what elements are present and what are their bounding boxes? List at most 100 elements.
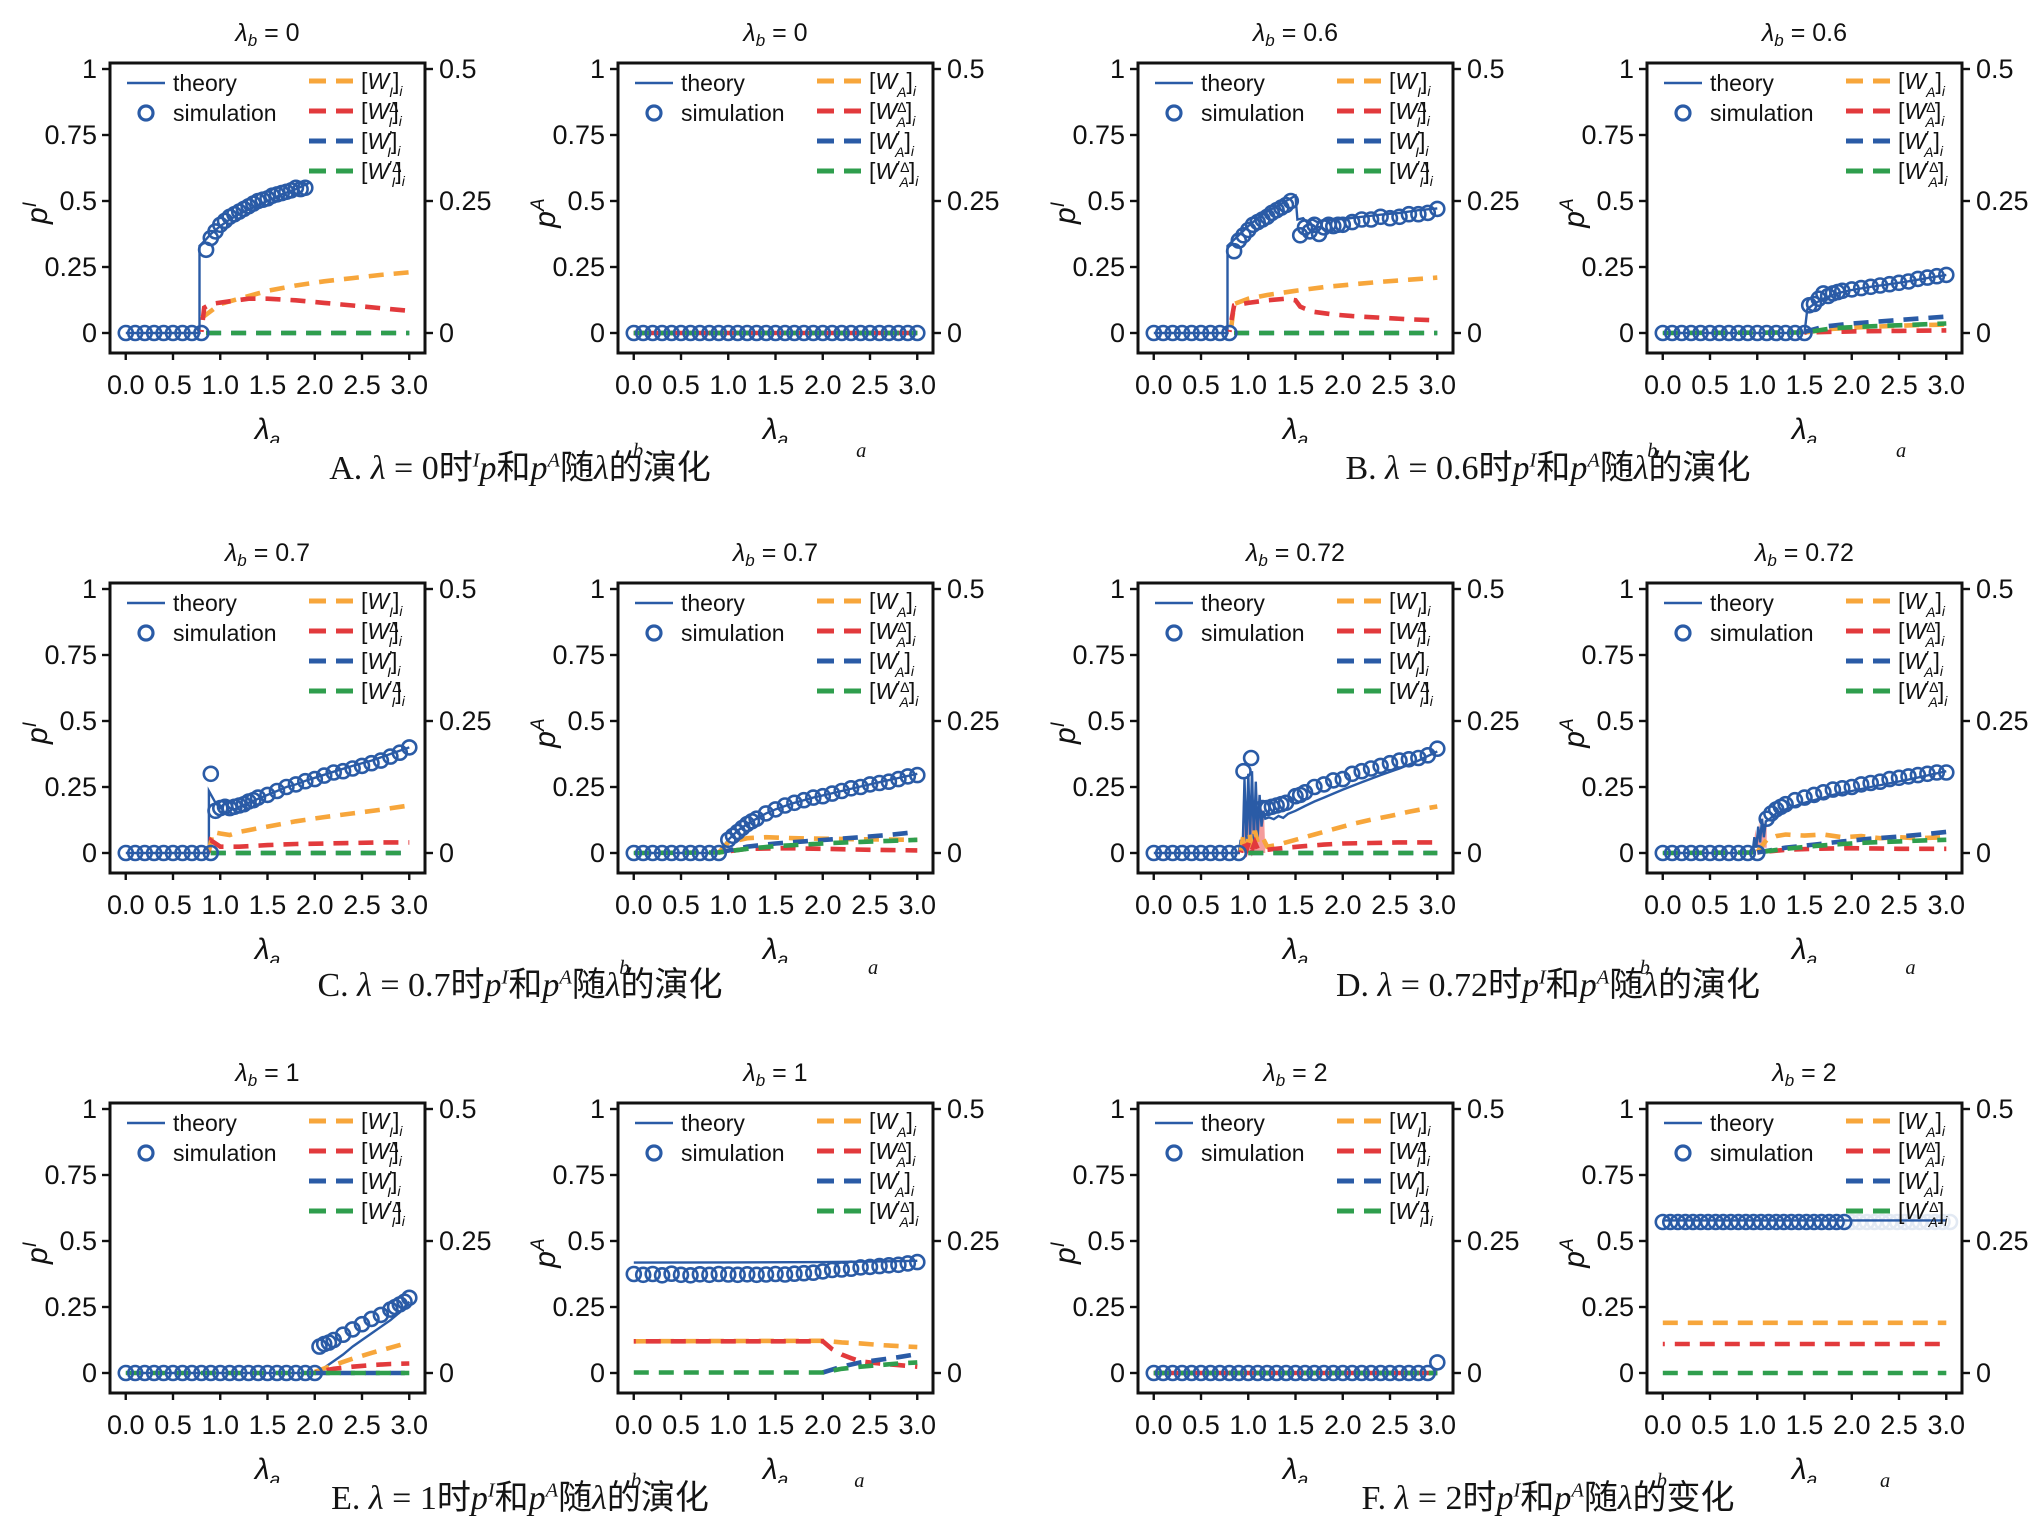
caption-fragment: 的演化 [1648,450,1751,487]
w-blue-line [1803,314,1947,335]
plot-svg: λb = 0.6 0.0 0.5 1.0 1.5 2.0 2.5 3.0 0 0.25 0.5 0.7… [1557,19,2029,443]
y-left-tick-label: 1 [590,574,605,604]
legend: theory simulation [WI]i[WΔ I]i[W′ I]i[W′Δ I]i [1155,68,1434,190]
w-orange-line [1228,275,1438,328]
caption-fragment: a [1895,440,1907,462]
caption-fragment: 和 [1545,967,1580,1004]
x-tick-label: 1.0 [201,1410,239,1440]
y-left-tick-label: 0.5 [567,186,605,216]
caption-fragment: 随 [558,1480,593,1517]
y-left-tick-label: 0.75 [44,1160,97,1190]
y-left-tick-label: 1 [590,54,605,84]
w-orange-line [206,803,410,853]
caption-fragment: A [1571,1479,1584,1502]
legend-simulation-label: simulation [1201,1140,1305,1166]
subplot-e-right: λb = 1 0.0 0.5 1.0 1.5 2.0 2.5 3.0 0 0.25 0.5 0.75 1… [523,1053,1028,1483]
plot-svg: λb = 2 0.0 0.5 1.0 1.5 2.0 2.5 3.0 0 0.25 0.5 0.75 1… [1048,1059,1520,1483]
w-orange-line [314,1340,410,1375]
x-tick-label: 0.5 [1691,370,1729,400]
y-right-tick-label: 0.5 [1467,54,1505,84]
subplot-c-right: λb = 0.7 0.0 0.5 1.0 1.5 2.0 2.5 3.0 0 0.25 0.5 0.7… [523,533,1028,963]
x-tick-label: 3.0 [898,370,936,400]
simulation-points-faint [1843,1213,1959,1231]
x-tick-label: 2.5 [343,890,381,920]
plot-title: λb = 0.6 [1760,19,1847,50]
x-tick-label: 0.5 [1182,370,1220,400]
legend-simulation-label: simulation [173,1140,277,1166]
caption-fragment: 和 [496,450,531,487]
x-axis-label: λa [1281,413,1308,443]
x-axis-label: λa [761,413,788,443]
y-left-tick-label: 0 [82,1358,97,1388]
legend-w-label: [W′Δ A]i [869,158,919,190]
y-left-tick-label: 0.75 [44,640,97,670]
y-axis-label: pA [1557,198,1591,228]
y-left-tick-label: 1 [1619,1094,1634,1124]
legend-theory-label: theory [681,1110,745,1136]
caption-fragment: λ [368,1480,384,1517]
plot-title: λb = 1 [233,1059,299,1090]
caption-fragment: A [1596,966,1610,989]
legend-simulation-label: simulation [681,620,785,646]
legend-w-label: [WΔ I]i [361,98,403,130]
legend-simulation-label: simulation [173,100,277,126]
x-axis-label: λa [1790,933,1817,963]
x-tick-label: 0.5 [154,890,192,920]
legend-w-label: [W′Δ I]i [361,158,406,190]
y-right-tick-label: 0 [439,838,454,868]
y-right-tick-label: 0.5 [947,54,985,84]
caption-fragment: 随 [1583,1480,1618,1517]
legend-w-label: [WI]i [361,588,403,620]
plot-title: λb = 1 [741,1059,807,1090]
legend: theory simulation [WA]i[WΔ A]i[W′ A]i[W′Δ A]i [635,68,919,190]
legend-simulation-label: simulation [173,620,277,646]
simulation-points [1654,266,1955,342]
y-left-tick-label: 0.25 [552,772,605,802]
caption-fragment: I [487,1479,495,1502]
y-left-tick-label: 0.75 [552,640,605,670]
x-tick-label: 0.5 [154,370,192,400]
x-tick-label: 2.0 [1324,890,1362,920]
x-tick-label: 1.5 [1277,370,1315,400]
legend-w-label: [WΔ I]i [1389,98,1431,130]
caption-fragment: p [1512,450,1530,487]
y-left-tick-label: 0.75 [1581,640,1634,670]
x-tick-label: 2.5 [851,370,889,400]
subplot-e-left: λb = 1 0.0 0.5 1.0 1.5 2.0 2.5 3.0 0 0.25 0.5 0.75 1… [15,1053,520,1483]
legend-w-label: [W′ I]i [361,648,401,680]
plot-svg: λb = 0.72 0.0 0.5 1.0 1.5 2.0 2.5 3.0 0 0.25 0.5 0.… [1557,539,2029,963]
y-left-tick-label: 0.25 [1581,1292,1634,1322]
y-left-tick-label: 0 [1619,1358,1634,1388]
caption-fragment: 的演化 [620,967,723,1004]
y-left-tick-label: 0 [1619,838,1634,868]
plot-title: λb = 2 [1770,1059,1836,1090]
caption-fragment: A [559,966,572,989]
caption-fragment: 和 [1536,450,1571,487]
y-left-tick-label: 0.25 [1581,772,1634,802]
caption-fragment: A. [329,450,371,487]
caption-fragment: I [1538,966,1546,989]
x-tick-label: 2.5 [1371,890,1409,920]
x-tick-label: 2.0 [804,1410,842,1440]
x-tick-label: 2.0 [1833,370,1871,400]
x-tick-label: 0.5 [662,1410,700,1440]
caption-fragment: p [1554,1480,1572,1517]
x-tick-label: 1.0 [201,890,239,920]
y-left-tick-label: 0.5 [567,706,605,736]
y-left-tick-label: 0.75 [1581,120,1634,150]
y-axis-label: pI [20,1241,54,1265]
legend: theory simulation [WI]i[WΔ I]i[W′ I]i[W′Δ I]i [127,588,406,710]
y-right-tick-label: 0.25 [1976,186,2029,216]
y-left-tick-label: 1 [1619,574,1634,604]
y-left-tick-label: 0.5 [59,1226,97,1256]
legend-w-label: [WΔ A]i [1898,98,1945,130]
x-tick-label: 2.0 [296,890,334,920]
y-right-tick-label: 0.25 [1467,1226,1520,1256]
caption-fragment: p [528,1480,546,1517]
legend-w-label: [WI]i [1389,1108,1431,1140]
y-left-tick-label: 0.5 [1596,706,1634,736]
x-tick-label: 0.0 [107,1410,145,1440]
y-left-tick-label: 0.25 [1581,252,1634,282]
x-tick-label: 2.5 [1880,370,1918,400]
